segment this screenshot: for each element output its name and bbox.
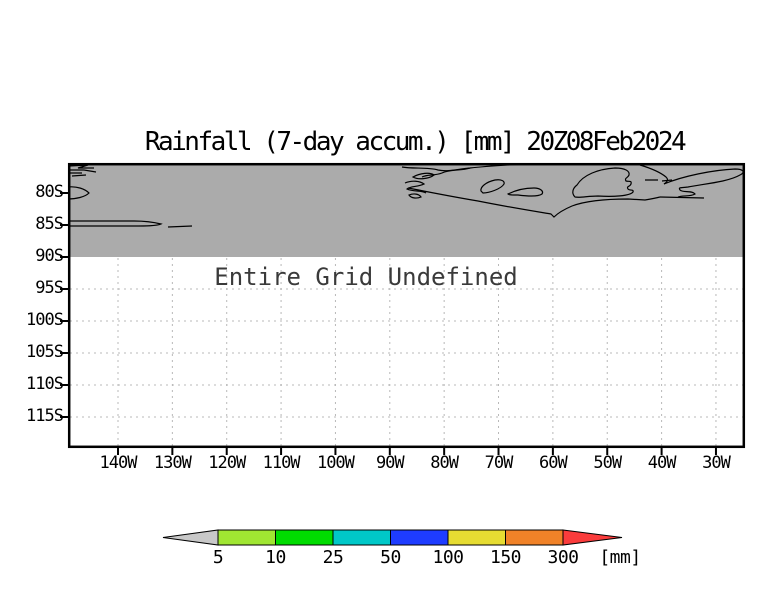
coastline-path [68, 164, 97, 177]
coastline-path [639, 164, 669, 185]
coastline-path [401, 163, 526, 172]
coastlines [67, 163, 744, 228]
coastline-path [404, 180, 427, 194]
coastline-path [408, 193, 422, 199]
coastline-path [167, 225, 193, 228]
colorbar-segment [505, 529, 564, 546]
colorbar-below-arrow [162, 529, 219, 546]
colorbar-above-arrow [562, 529, 623, 546]
coastline-path [407, 187, 661, 218]
coastline-path [68, 220, 163, 227]
coastline-path [659, 196, 705, 199]
map-frame-border [67, 162, 746, 449]
colorbar-segment [217, 529, 276, 546]
colorbar-segment [275, 529, 334, 546]
coastline-path [663, 168, 744, 198]
colorbar-segment [332, 529, 391, 546]
colorbar-segment [390, 529, 449, 546]
plot-title: Rainfall (7-day accum.) [mm] 20Z08Feb202… [144, 127, 687, 157]
coastline-path [480, 179, 505, 194]
coastline-path [411, 172, 435, 180]
coastline-path [67, 186, 90, 200]
coastline-path [572, 167, 634, 198]
coastline-path [506, 187, 544, 197]
land-shading-band [69, 164, 744, 257]
undefined-grid-message: Entire Grid Undefined [214, 263, 518, 291]
colorbar-segment [447, 529, 506, 546]
